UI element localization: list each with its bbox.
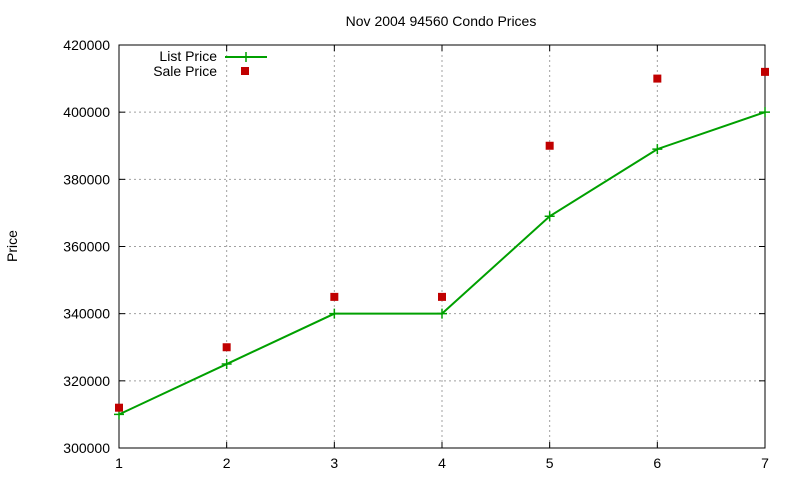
axis-ticks: 1 2 3 4 5 6 7 300000 320000 340000 360000 380000 400… <box>63 37 769 471</box>
x-tick-label: 3 <box>330 455 338 471</box>
x-tick-label: 5 <box>546 455 554 471</box>
list-price-point <box>437 308 447 319</box>
sale-price-point <box>545 141 554 150</box>
list-price-point <box>652 144 663 155</box>
legend-label-sale-price: Sale Price <box>153 63 217 79</box>
y-tick-label: 340000 <box>63 306 110 322</box>
y-tick-label: 400000 <box>63 104 110 120</box>
series-line-list-price <box>118 111 766 416</box>
x-tick-label: 2 <box>223 455 231 471</box>
legend-label-list-price: List Price <box>159 48 217 64</box>
legend-marker-sale-price <box>241 67 249 75</box>
y-tick-label: 420000 <box>63 37 110 53</box>
x-tick-label: 4 <box>438 455 446 471</box>
y-tick-label: 300000 <box>63 440 110 456</box>
list-price-point <box>221 359 232 370</box>
list-price-point <box>329 308 340 319</box>
y-tick-label: 320000 <box>63 373 110 389</box>
x-tick-label: 1 <box>115 455 123 471</box>
x-tick-label: 6 <box>653 455 661 471</box>
grid <box>119 45 765 448</box>
sale-price-point <box>761 67 769 76</box>
y-axis-label: Price <box>4 230 20 262</box>
sale-price-point <box>438 292 446 301</box>
y-tick-label: 380000 <box>63 171 110 187</box>
sale-price-point <box>330 292 339 301</box>
sale-price-point <box>653 74 662 83</box>
chart-title: Nov 2004 94560 Condo Prices <box>346 13 537 29</box>
sale-price-point <box>115 403 123 412</box>
legend: List Price Sale Price <box>153 48 267 79</box>
list-price-point <box>760 107 770 118</box>
series-layer <box>114 67 770 420</box>
legend-marker-list-price <box>241 52 251 62</box>
sale-price-point <box>222 343 231 352</box>
x-tick-label: 7 <box>761 455 769 471</box>
list-price-point <box>544 211 555 222</box>
y-tick-label: 360000 <box>63 239 110 255</box>
